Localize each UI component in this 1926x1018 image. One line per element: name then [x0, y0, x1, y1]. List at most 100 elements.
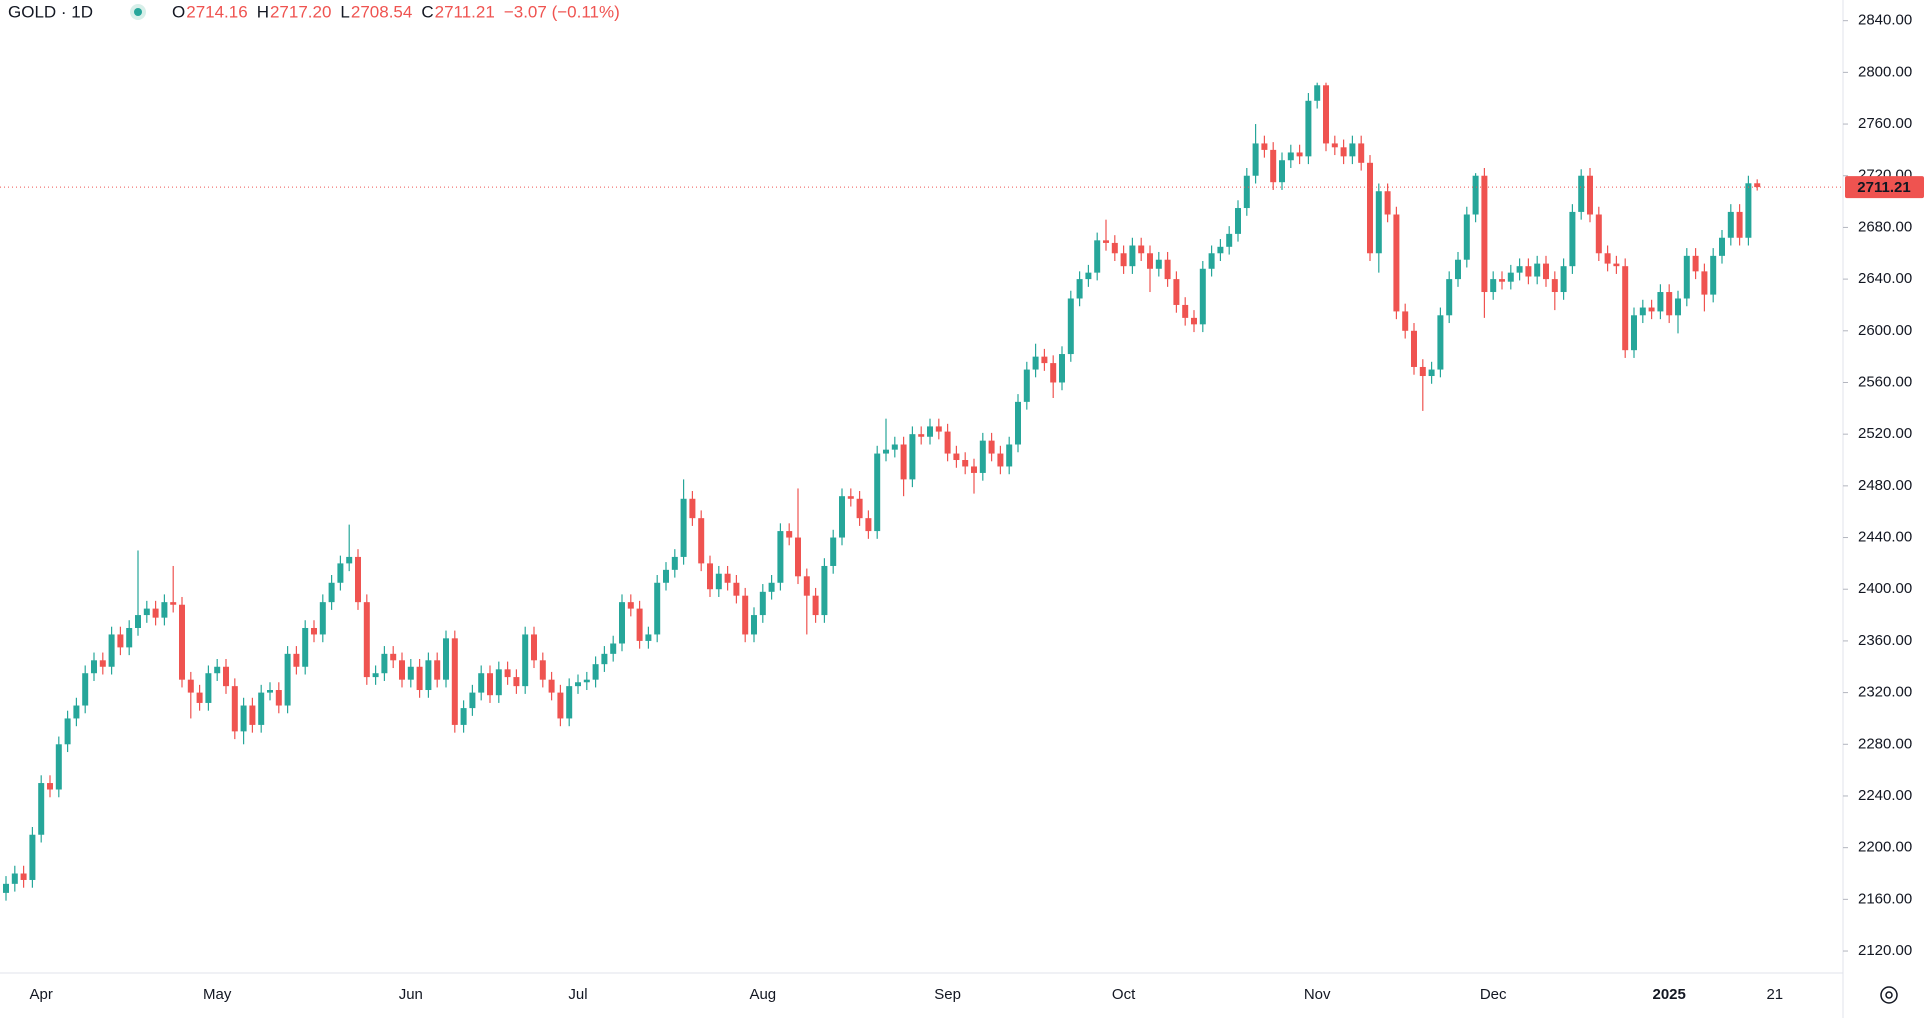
y-tick-label: 2360.00 [1858, 632, 1912, 649]
candle-body [381, 653, 388, 674]
candle-body [821, 565, 828, 616]
candle-body [1243, 175, 1250, 209]
y-tick-label: 2800.00 [1858, 63, 1912, 80]
candle-body [1551, 279, 1558, 293]
candle-body [82, 673, 89, 706]
candle-body [645, 634, 652, 641]
candle-body [460, 708, 467, 725]
candle-body [1525, 266, 1532, 277]
candle-body [126, 627, 133, 648]
candle-body [311, 627, 317, 635]
candle-body [1631, 315, 1637, 351]
candle-body [1085, 272, 1092, 280]
candle-body [223, 666, 229, 687]
candle-body [1639, 307, 1646, 316]
candle-body [1710, 255, 1717, 295]
candle-body [1261, 143, 1268, 150]
candle-body [1455, 259, 1461, 280]
candle-body [1437, 315, 1444, 370]
candle-body [249, 705, 256, 725]
candle-body [759, 591, 766, 616]
x-tick-label: Oct [1112, 986, 1136, 1003]
candle-body [1490, 279, 1497, 293]
candle-body [1613, 263, 1620, 267]
candle-body [566, 686, 573, 719]
candle-body [680, 498, 687, 557]
candle-body [1164, 259, 1171, 280]
x-tick-label: 2025 [1653, 986, 1686, 1003]
candle-body [1367, 162, 1373, 254]
candle-body [1287, 152, 1294, 161]
candle-body [302, 627, 309, 667]
candle-body [786, 531, 793, 538]
candle-body [1375, 191, 1382, 254]
candle-body [1252, 143, 1259, 176]
candle-body [187, 679, 194, 693]
y-tick-label: 2400.00 [1858, 580, 1912, 597]
candle-body [1578, 175, 1585, 212]
candle-body [1736, 211, 1743, 238]
y-tick-label: 2640.00 [1858, 270, 1912, 287]
candle-body [293, 653, 300, 667]
candle-body [1675, 298, 1681, 316]
candle-body [689, 498, 696, 519]
legend-value: 2708.54 [351, 2, 412, 21]
candle-body [874, 453, 881, 532]
x-tick-label: Sep [934, 986, 961, 1003]
candle-body [3, 883, 9, 893]
candle-body [1120, 253, 1127, 267]
candle-body [1217, 246, 1224, 254]
candle-body [548, 679, 555, 693]
candle-body [671, 556, 678, 570]
candle-body [962, 460, 969, 467]
candle-body [1384, 191, 1391, 215]
status-dot[interactable] [134, 8, 142, 16]
x-tick-label: Aug [749, 986, 776, 1003]
candle-body [724, 573, 731, 583]
candle-body [733, 582, 740, 596]
candle-body [1032, 356, 1039, 370]
candle-body [29, 834, 36, 880]
candle-body [909, 434, 916, 480]
candle-body [1015, 401, 1021, 445]
y-tick-label: 2320.00 [1858, 684, 1912, 701]
candle-body [1754, 183, 1761, 188]
candle-body [953, 453, 960, 461]
candle-body [900, 444, 907, 480]
candle-body [64, 718, 71, 745]
candle-body [601, 653, 608, 665]
candle-body [196, 692, 203, 703]
candle-body [108, 634, 115, 667]
candle-body [997, 453, 1004, 467]
candle-body [1719, 237, 1725, 256]
candle-body [1358, 143, 1365, 163]
candle-body [1587, 175, 1593, 215]
y-tick-label: 2280.00 [1858, 735, 1912, 752]
candle-body [891, 444, 898, 450]
candle-body [777, 531, 784, 583]
candle-body [1393, 214, 1400, 312]
candle-body [55, 744, 62, 790]
candle-body [38, 783, 45, 835]
candle-body [698, 518, 705, 564]
candle-body [751, 615, 757, 635]
candle-body [1340, 147, 1347, 157]
candle-body [557, 692, 564, 719]
candle-body [927, 426, 933, 437]
candle-body [663, 569, 669, 583]
settings-icon[interactable] [1880, 986, 1898, 1004]
candle-body [1129, 245, 1136, 267]
y-tick-label: 2560.00 [1858, 373, 1912, 390]
candle-body [416, 666, 423, 691]
legend-value: 2714.16 [186, 2, 247, 21]
candle-body [1543, 263, 1549, 280]
x-tick-label: May [203, 986, 232, 1003]
candle-body [865, 518, 872, 532]
candle-body [812, 595, 819, 616]
candle-body [1094, 240, 1101, 273]
x-tick-label: Nov [1304, 986, 1331, 1003]
candle-body [275, 690, 282, 706]
candle-body [1666, 292, 1673, 316]
